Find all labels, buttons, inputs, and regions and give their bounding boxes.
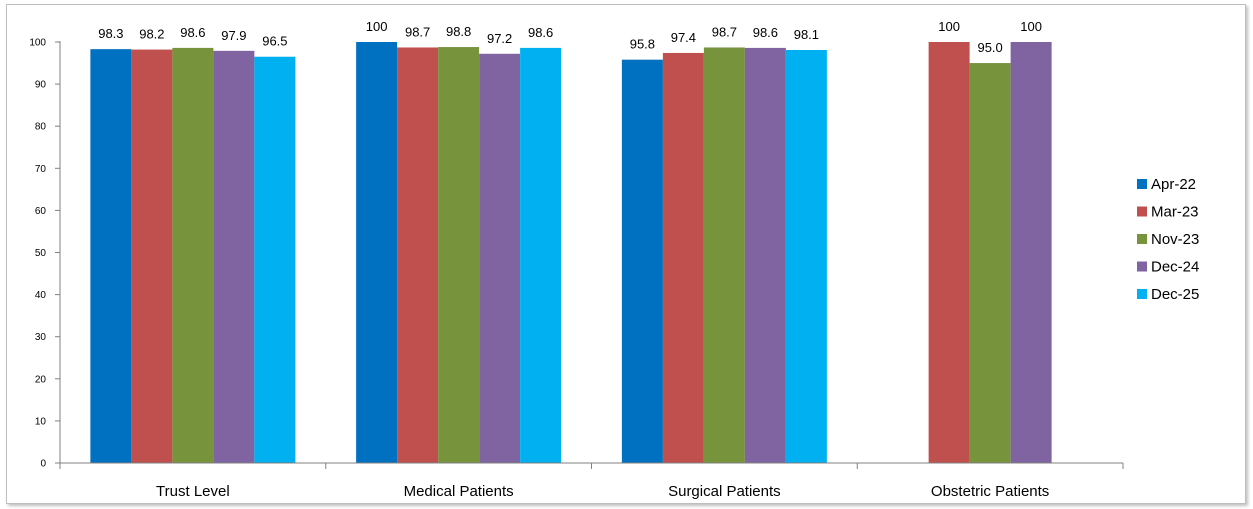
bar [479,53,521,464]
data-label: 97.4 [671,30,696,45]
legend-label: Dec-25 [1151,286,1199,303]
x-tick-label: Obstetric Patients [931,483,1049,500]
bar [785,49,827,464]
legend-label: Mar-23 [1151,204,1199,221]
data-label: 95.0 [977,40,1002,55]
bar [1010,42,1052,463]
data-label: 97.9 [221,28,246,43]
legend-swatch [1137,289,1147,299]
bar [438,47,480,463]
data-label: 98.1 [794,27,819,42]
bar [131,49,173,463]
bar [213,50,255,463]
legend-label: Dec-24 [1151,259,1199,276]
bar [928,42,970,463]
bar [90,49,132,463]
legend-swatch [1137,261,1147,272]
bar [662,52,704,464]
bar [621,59,663,463]
data-label: 97.2 [487,31,512,46]
data-label: 98.6 [528,25,553,40]
data-label: 95.8 [630,37,655,52]
data-label: 98.3 [98,26,123,41]
legend-swatch [1137,179,1147,189]
y-tick-label: 60 [35,206,47,217]
y-tick-label: 100 [29,38,46,49]
legend-swatch [1137,234,1147,244]
y-tick-label: 90 [35,80,47,91]
x-tick-label: Trust Level [156,483,230,500]
bar [397,47,439,464]
y-tick-label: 30 [35,332,47,343]
x-tick-label: Medical Patients [404,483,514,500]
y-tick-label: 70 [35,164,47,175]
data-label: 100 [366,19,388,34]
y-tick-label: 10 [35,416,47,427]
data-label: 98.7 [712,24,737,39]
legend-label: Nov-23 [1151,231,1199,248]
bar [744,47,786,463]
bar [172,47,214,463]
data-label: 100 [1020,19,1042,34]
x-tick-label: Surgical Patients [668,483,781,500]
data-label: 96.5 [262,34,287,49]
y-tick-label: 50 [35,248,47,259]
bar [969,63,1011,464]
data-label: 98.8 [446,24,471,39]
bar [254,56,296,464]
y-tick-label: 80 [35,122,47,133]
data-label: 100 [938,19,960,34]
y-tick-label: 20 [35,374,47,385]
data-label: 98.7 [405,24,430,39]
y-tick-label: 0 [40,459,46,470]
data-label: 98.6 [180,25,205,40]
bar [356,42,398,463]
y-tick-label: 40 [35,290,47,301]
bar [520,47,562,463]
legend-swatch [1137,206,1147,217]
data-label: 98.2 [139,27,164,42]
data-label: 98.6 [753,25,778,40]
legend-label: Apr-22 [1151,176,1196,193]
bar [703,47,745,464]
